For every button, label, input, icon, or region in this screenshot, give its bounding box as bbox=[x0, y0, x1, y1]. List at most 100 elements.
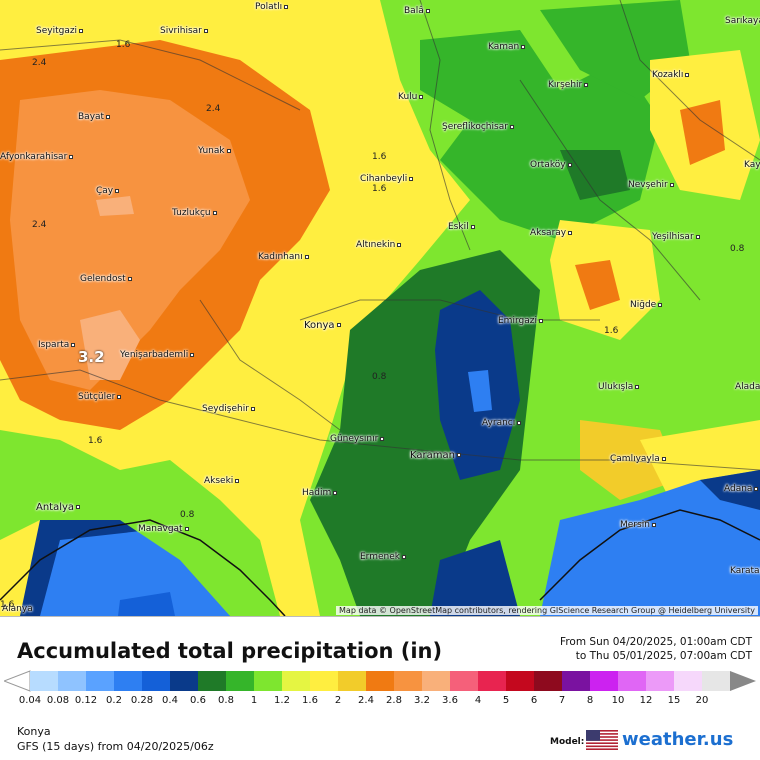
precipitation-field bbox=[0, 0, 760, 616]
legend-arrow-low bbox=[4, 670, 31, 692]
contour-label: 1.6 bbox=[372, 152, 387, 162]
map-attribution[interactable]: Map data © OpenStreetMap contributors, r… bbox=[336, 606, 758, 615]
city-akseki: Akseki bbox=[204, 476, 240, 486]
legend-swatch bbox=[170, 671, 199, 691]
city-ayranci: Ayrancı bbox=[482, 418, 522, 428]
legend-tick-label: 6 bbox=[530, 695, 538, 706]
contour-label: 1.6 bbox=[0, 600, 15, 610]
map-title: Accumulated total precipitation (in) bbox=[17, 639, 443, 663]
time-period: From Sun 04/20/2025, 01:00am CDT to Thu … bbox=[560, 635, 752, 663]
legend-tick-label: 0.8 bbox=[218, 695, 234, 706]
legend-swatch bbox=[506, 671, 535, 691]
legend-tick-label: 2 bbox=[334, 695, 342, 706]
city-cay: Çay bbox=[96, 186, 120, 196]
legend-tick-label: 0.4 bbox=[162, 695, 178, 706]
city-cihanbeyli: Cihanbeyli bbox=[360, 174, 414, 184]
city-kayseri: Kayseri bbox=[744, 160, 760, 170]
legend-tick-label: 1.6 bbox=[302, 695, 318, 706]
city-mersin: Mersin bbox=[620, 520, 656, 530]
legend-tick-label: 3.6 bbox=[442, 695, 458, 706]
city-adana: Adana bbox=[724, 484, 759, 494]
contour-label: 2.4 bbox=[32, 220, 47, 230]
city-manavgat: Manavgat bbox=[138, 524, 189, 534]
city-kaman: Kaman bbox=[488, 42, 526, 52]
city-ermenek: Ermenek bbox=[360, 552, 406, 562]
legend-swatch bbox=[282, 671, 311, 691]
legend-swatch bbox=[198, 671, 227, 691]
model-label: Model: bbox=[550, 737, 585, 747]
city-isparta: Isparta bbox=[38, 340, 76, 350]
city-ortakoy: Ortaköy bbox=[530, 160, 572, 170]
city-sereflikochisar: Şereflikoçhisar bbox=[442, 122, 514, 132]
city-sivrihisar: Sivrihisar bbox=[160, 26, 208, 36]
city-seyitgazi: Seyitgazi bbox=[36, 26, 84, 36]
legend-swatch bbox=[702, 671, 731, 691]
contour-label: 2.4 bbox=[206, 104, 221, 114]
legend-tick-label: 0.6 bbox=[190, 695, 206, 706]
city-eskil: Eskil bbox=[448, 222, 475, 232]
legend-tick-label: 12 bbox=[639, 695, 653, 706]
city-altinekin: Altınekin bbox=[356, 240, 402, 250]
legend-tick-label: 5 bbox=[502, 695, 510, 706]
legend-swatch bbox=[30, 671, 59, 691]
contour-label: 1.6 bbox=[88, 436, 103, 446]
legend-swatch bbox=[114, 671, 143, 691]
city-tuzlukcu: Tuzlukçu bbox=[172, 208, 217, 218]
city-ulukisla: Ulukışla bbox=[598, 382, 640, 392]
legend-tick-label: 2.4 bbox=[358, 695, 374, 706]
city-sarikaya: Sarıkaya bbox=[725, 16, 760, 26]
legend-tick-label: 3.2 bbox=[414, 695, 430, 706]
city-polatli: Polatlı bbox=[255, 2, 289, 12]
city-bayat: Bayat bbox=[78, 112, 111, 122]
legend-tick-label: 0.08 bbox=[46, 695, 70, 706]
contour-label: 1.6 bbox=[372, 184, 387, 194]
brand-logo[interactable]: weather.us bbox=[622, 729, 734, 750]
legend-swatch bbox=[534, 671, 563, 691]
legend-swatch bbox=[590, 671, 619, 691]
city-aladag: Aladağ bbox=[735, 382, 760, 392]
legend-tick-label: 0.28 bbox=[130, 695, 154, 706]
legend-swatch bbox=[226, 671, 255, 691]
city-nevsehir: Nevşehir bbox=[628, 180, 674, 190]
city-sutculer: Sütçüler bbox=[78, 392, 122, 402]
contour-label: 0.8 bbox=[730, 244, 745, 254]
us-flag-icon bbox=[586, 730, 618, 750]
legend-swatch bbox=[142, 671, 171, 691]
legend-swatch bbox=[394, 671, 423, 691]
city-hadim: Hadim bbox=[302, 488, 338, 498]
legend-swatch bbox=[618, 671, 647, 691]
legend-tick-label: 20 bbox=[695, 695, 709, 706]
city-afyonkarahisar: Afyonkarahisar bbox=[0, 152, 74, 162]
city-yunak: Yunak bbox=[198, 146, 231, 156]
model-run: GFS (15 days) from 04/20/2025/06z bbox=[17, 740, 214, 753]
legend-swatch bbox=[58, 671, 87, 691]
city-yesilhisar: Yeşilhisar bbox=[652, 232, 700, 242]
city-karatas: Karataş bbox=[730, 566, 760, 576]
legend-swatch bbox=[422, 671, 451, 691]
legend-swatch bbox=[478, 671, 507, 691]
contour-label: 2.4 bbox=[32, 58, 47, 68]
city-aksaray: Aksaray bbox=[530, 228, 573, 238]
legend-tick-label: 8 bbox=[586, 695, 594, 706]
color-scale-bar bbox=[4, 670, 756, 692]
precipitation-map[interactable]: Polatlı Balâ Sarıkaya Seyitgazi Sivrihis… bbox=[0, 0, 760, 616]
city-seydisehir: Seydişehir bbox=[202, 404, 255, 414]
city-alanya: Alanya bbox=[2, 604, 33, 614]
city-konya: Konya bbox=[304, 320, 341, 331]
legend-swatch bbox=[646, 671, 675, 691]
legend-panel: Accumulated total precipitation (in) Fro… bbox=[0, 616, 760, 760]
contour-label: 0.8 bbox=[372, 372, 387, 382]
city-yenisarbademli: Yenişarbademli bbox=[120, 350, 195, 360]
legend-tick-label: 0.12 bbox=[74, 695, 98, 706]
legend-swatch bbox=[338, 671, 367, 691]
city-antalya: Antalya bbox=[36, 502, 81, 513]
legend-tick-label: 7 bbox=[558, 695, 566, 706]
contour-label: 0.8 bbox=[180, 510, 195, 520]
contour-label: 3.2 bbox=[78, 348, 105, 366]
contour-label: 1.6 bbox=[604, 326, 619, 336]
city-guneysinir: Güneysınır bbox=[330, 434, 385, 444]
city-nigde: Niğde bbox=[630, 300, 663, 310]
legend-swatch bbox=[674, 671, 703, 691]
city-kadinhani: Kadınhanı bbox=[258, 252, 309, 262]
legend-tick-label: 10 bbox=[611, 695, 625, 706]
